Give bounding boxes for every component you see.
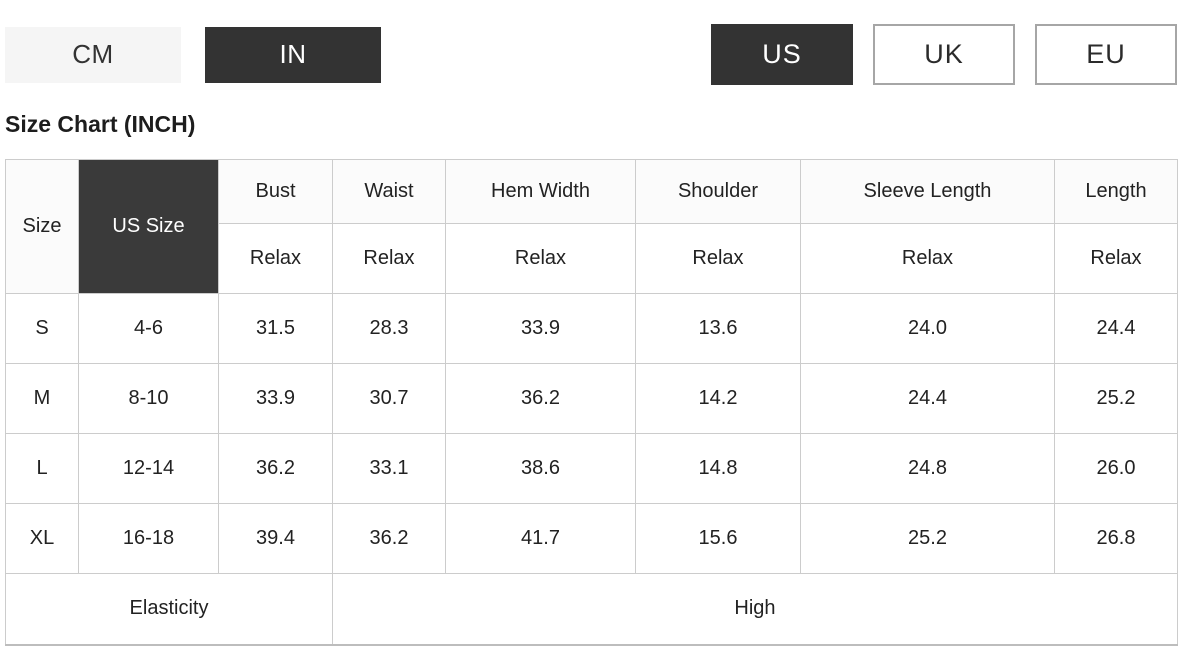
bust-cell: 39.4: [218, 503, 333, 574]
shoulder-column-header: Shoulder: [635, 159, 801, 224]
size-cell: M: [5, 363, 79, 434]
unit-toggle-cm-button[interactable]: CM: [5, 26, 181, 83]
size-cell: S: [5, 293, 79, 364]
bust-cell: 31.5: [218, 293, 333, 364]
bust-cell: 36.2: [218, 433, 333, 504]
us-size-cell: 8-10: [78, 363, 219, 434]
shoulder-cell: 15.6: [635, 503, 801, 574]
size-column-header: Size: [5, 159, 79, 294]
measure-header-row: Size US Size Bust Waist Hem Width Should…: [5, 159, 1178, 294]
length-column-header: Length: [1054, 159, 1178, 224]
hem-width-cell: 41.7: [445, 503, 636, 574]
size-chart-table-container: Size US Size Bust Waist Hem Width Should…: [5, 159, 1178, 646]
us-size-cell: 4-6: [78, 293, 219, 364]
waist-cell: 36.2: [332, 503, 446, 574]
region-toggle-uk-button[interactable]: UK: [873, 24, 1015, 85]
bust-cell: 33.9: [218, 363, 333, 434]
bust-column-header: Bust: [218, 159, 333, 224]
toolbar: CM IN US UK EU: [0, 0, 1197, 85]
table-row-m: M 8-10 33.9 30.7 36.2 14.2 24.4 25.2: [5, 363, 1178, 434]
table-row-s: S 4-6 31.5 28.3 33.9 13.6 24.0 24.4: [5, 293, 1178, 364]
table-row-xl: XL 16-18 39.4 36.2 41.7 15.6 25.2 26.8: [5, 503, 1178, 574]
unit-toggle-in-button[interactable]: IN: [205, 26, 381, 83]
length-cell: 25.2: [1054, 363, 1178, 434]
hem-width-cell: 33.9: [445, 293, 636, 364]
shoulder-fit-label: Relax: [635, 223, 801, 294]
length-cell: 26.8: [1054, 503, 1178, 574]
waist-cell: 33.1: [332, 433, 446, 504]
shoulder-cell: 14.2: [635, 363, 801, 434]
sleeve-length-column-header: Sleeve Length: [800, 159, 1055, 224]
sleeve-length-cell: 24.4: [800, 363, 1055, 434]
length-cell: 24.4: [1054, 293, 1178, 364]
waist-column-header: Waist: [332, 159, 446, 224]
us-size-column-header: US Size: [78, 159, 219, 294]
region-toggle-us-button[interactable]: US: [711, 24, 853, 85]
sleeve-length-cell: 24.0: [800, 293, 1055, 364]
hem-width-column-header: Hem Width: [445, 159, 636, 224]
bust-fit-label: Relax: [218, 223, 333, 294]
elasticity-row: Elasticity High: [5, 573, 1178, 645]
region-toggle-eu-button[interactable]: EU: [1035, 24, 1177, 85]
unit-toggle-group: CM IN: [5, 26, 381, 83]
us-size-cell: 12-14: [78, 433, 219, 504]
length-cell: 26.0: [1054, 433, 1178, 504]
elasticity-value: High: [332, 573, 1178, 645]
size-cell: L: [5, 433, 79, 504]
hem-width-cell: 38.6: [445, 433, 636, 504]
waist-cell: 30.7: [332, 363, 446, 434]
length-fit-label: Relax: [1054, 223, 1178, 294]
hem-width-fit-label: Relax: [445, 223, 636, 294]
waist-cell: 28.3: [332, 293, 446, 364]
waist-fit-label: Relax: [332, 223, 446, 294]
hem-width-cell: 36.2: [445, 363, 636, 434]
table-row-l: L 12-14 36.2 33.1 38.6 14.8 24.8 26.0: [5, 433, 1178, 504]
sleeve-length-fit-label: Relax: [800, 223, 1055, 294]
elasticity-label: Elasticity: [5, 573, 333, 645]
shoulder-cell: 13.6: [635, 293, 801, 364]
shoulder-cell: 14.8: [635, 433, 801, 504]
size-chart-table: Size US Size Bust Waist Hem Width Should…: [5, 159, 1178, 646]
page-title: Size Chart (INCH): [5, 111, 196, 137]
fit-header-row: Relax Relax Relax Relax Relax Relax: [6, 223, 1178, 294]
sleeve-length-cell: 24.8: [800, 433, 1055, 504]
region-toggle-group: US UK EU: [711, 24, 1177, 85]
size-cell: XL: [5, 503, 79, 574]
us-size-cell: 16-18: [78, 503, 219, 574]
sleeve-length-cell: 25.2: [800, 503, 1055, 574]
